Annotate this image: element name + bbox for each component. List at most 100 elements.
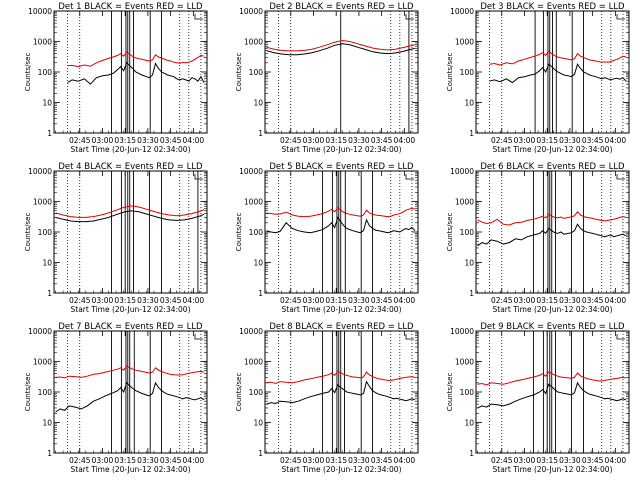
detector-panel-3: Det 3 BLACK = Events RED = LLD 1 10 100 1000… xyxy=(446,2,630,154)
y-tick-label: 10000 xyxy=(239,327,263,336)
y-tick-label: 10 xyxy=(253,259,263,268)
x-tick-label: 03:00 xyxy=(303,296,325,305)
y-axis-label: Counts/sec xyxy=(235,213,243,252)
y-tick-label: 100 xyxy=(460,388,475,397)
y-tick-label: 100 xyxy=(249,68,264,77)
y-tick-label: 10000 xyxy=(450,327,474,336)
y-tick-label: 10000 xyxy=(450,167,474,176)
x-tick-label: 04:00 xyxy=(394,456,416,465)
y-tick-label: 1 xyxy=(469,449,474,458)
series-line-lld xyxy=(266,207,416,218)
y-axis-label: Counts/sec xyxy=(446,213,454,252)
y-tick-label: 10000 xyxy=(239,167,263,176)
detector-panel-9: Det 9 BLACK = Events RED = LLD 1 10 100 1000… xyxy=(446,322,630,474)
x-tick-label: 03:45 xyxy=(582,456,604,465)
x-tick-label: 04:00 xyxy=(605,296,627,305)
series-line-lld xyxy=(67,51,205,68)
x-tick-label: 03:15 xyxy=(114,296,136,305)
plot-frame xyxy=(264,10,419,134)
x-tick-label: 03:00 xyxy=(303,456,325,465)
series-line-events xyxy=(55,381,205,413)
plot-frame xyxy=(53,10,208,134)
x-tick-label: 02:45 xyxy=(491,456,513,465)
x-tick-label: 03:45 xyxy=(371,136,393,145)
x-tick-label: 03:30 xyxy=(559,136,581,145)
y-axis-label: Counts/sec xyxy=(24,53,32,92)
y-tick-label: 1000 xyxy=(455,38,474,47)
y-tick-label: 1 xyxy=(47,289,52,298)
x-tick-label: 02:45 xyxy=(491,136,513,145)
x-tick-label: 02:45 xyxy=(69,296,91,305)
series-line-events xyxy=(67,61,205,85)
x-tick-label: 03:45 xyxy=(160,456,182,465)
x-tick-label: 03:00 xyxy=(514,296,536,305)
x-tick-label: 04:00 xyxy=(605,136,627,145)
y-tick-label: 10 xyxy=(42,419,52,428)
x-tick-label: 02:45 xyxy=(280,456,302,465)
x-tick-label: 03:30 xyxy=(348,456,370,465)
x-tick-label: 02:45 xyxy=(69,136,91,145)
x-axis-label: Start Time (20-Jun-12 02:34:00) xyxy=(71,465,191,474)
y-tick-label: 1000 xyxy=(455,198,474,207)
legend-mark xyxy=(405,174,414,180)
y-axis-label: Counts/sec xyxy=(24,213,32,252)
series-line-lld xyxy=(477,211,627,226)
x-axis-label: Start Time (20-Jun-12 02:34:00) xyxy=(71,145,191,154)
x-axis-label: Start Time (20-Jun-12 02:34:00) xyxy=(282,465,402,474)
legend-mark xyxy=(194,14,203,20)
plot-frame xyxy=(264,330,419,454)
y-tick-label: 1000 xyxy=(455,358,474,367)
y-axis-label: Counts/sec xyxy=(446,53,454,92)
y-tick-label: 1 xyxy=(258,129,263,138)
plot-frame xyxy=(475,170,630,294)
series-line-events xyxy=(477,223,627,247)
y-tick-label: 10 xyxy=(464,259,474,268)
y-tick-label: 1 xyxy=(47,129,52,138)
panel-title: Det 2 BLACK = Events RED = LLD xyxy=(269,2,414,12)
series-line-lld xyxy=(55,365,205,379)
x-tick-label: 03:00 xyxy=(514,456,536,465)
x-tick-label: 04:00 xyxy=(183,296,205,305)
series-line-lld xyxy=(489,50,627,66)
series-line-events xyxy=(55,210,205,223)
panel-title: Det 7 BLACK = Events RED = LLD xyxy=(58,322,203,332)
x-tick-label: 03:45 xyxy=(582,136,604,145)
x-tick-label: 03:30 xyxy=(348,296,370,305)
x-tick-label: 04:00 xyxy=(394,296,416,305)
panel-title: Det 6 BLACK = Events RED = LLD xyxy=(480,162,625,172)
y-tick-label: 10000 xyxy=(28,327,52,336)
panel-title: Det 5 BLACK = Events RED = LLD xyxy=(269,162,414,172)
x-axis-label: Start Time (20-Jun-12 02:34:00) xyxy=(282,145,402,154)
series-line-lld xyxy=(55,205,205,218)
y-tick-label: 100 xyxy=(460,68,475,77)
x-tick-label: 02:45 xyxy=(491,296,513,305)
x-tick-label: 04:00 xyxy=(605,456,627,465)
plot-frame xyxy=(53,170,208,294)
detector-panel-2: Det 2 BLACK = Events RED = LLD 1 10 100 1000… xyxy=(235,2,419,154)
panel-title: Det 8 BLACK = Events RED = LLD xyxy=(269,322,414,332)
x-tick-label: 03:00 xyxy=(303,136,325,145)
y-axis-label: Counts/sec xyxy=(24,373,32,412)
y-tick-label: 10 xyxy=(464,99,474,108)
x-tick-label: 03:15 xyxy=(536,296,558,305)
y-tick-label: 10 xyxy=(42,99,52,108)
y-tick-label: 1000 xyxy=(33,198,52,207)
y-tick-label: 1 xyxy=(469,129,474,138)
y-tick-label: 100 xyxy=(249,228,264,237)
y-tick-label: 1 xyxy=(258,289,263,298)
x-tick-label: 03:30 xyxy=(137,296,159,305)
y-axis-label: Counts/sec xyxy=(235,53,243,92)
x-tick-label: 03:15 xyxy=(536,456,558,465)
x-tick-label: 03:00 xyxy=(92,136,114,145)
x-axis-label: Start Time (20-Jun-12 02:34:00) xyxy=(493,465,613,474)
detector-panel-6: Det 6 BLACK = Events RED = LLD 1 10 100 1000… xyxy=(446,162,630,314)
y-tick-label: 1000 xyxy=(33,38,52,47)
y-tick-label: 10 xyxy=(253,99,263,108)
x-tick-label: 03:15 xyxy=(325,296,347,305)
y-axis-label: Counts/sec xyxy=(446,373,454,412)
detector-panel-4: Det 4 BLACK = Events RED = LLD 1 10 100 1000… xyxy=(24,162,208,314)
x-tick-label: 03:45 xyxy=(160,296,182,305)
y-tick-label: 10 xyxy=(253,419,263,428)
y-tick-label: 10000 xyxy=(450,7,474,16)
